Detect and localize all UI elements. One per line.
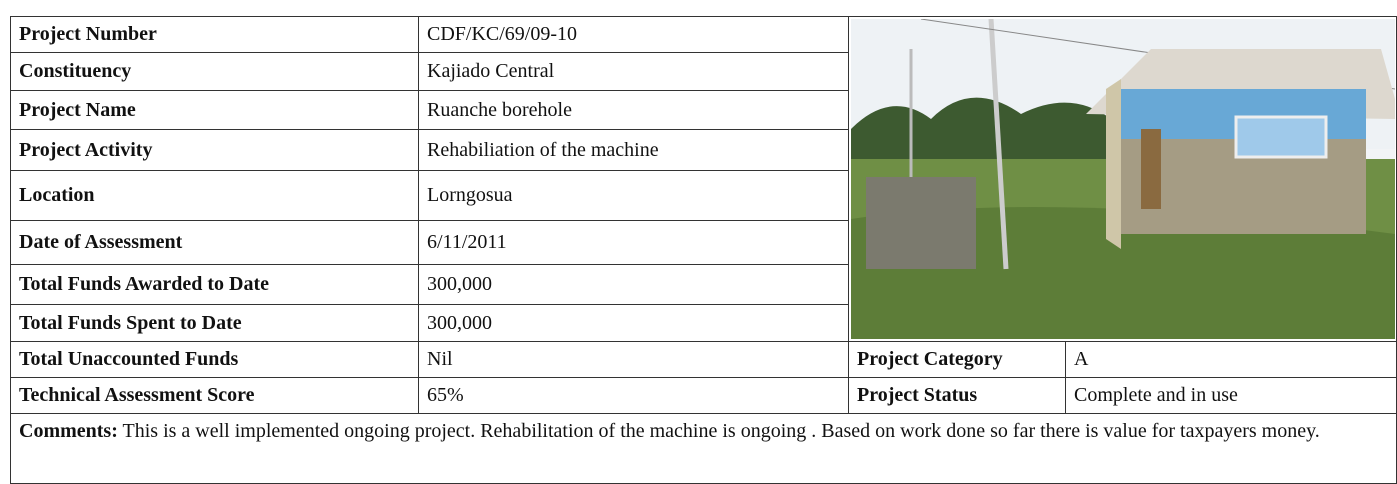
comments-text: This is a well implemented ongoing proje… — [117, 420, 1320, 442]
table-row: Project Name Ruanche borehole — [10, 90, 1397, 130]
photo-cell — [848, 16, 1397, 342]
table-row: Total Funds Spent to Date 300,000 — [10, 304, 1397, 342]
value-cell: Lorngosua — [418, 170, 849, 221]
value-cell: Rehabiliation of the machine — [418, 129, 849, 171]
value-cell: Nil — [418, 341, 849, 378]
site-photo — [851, 19, 1395, 339]
label-cell: Total Unaccounted Funds — [10, 341, 419, 378]
value-cell: Ruanche borehole — [418, 90, 849, 130]
value-cell: 6/11/2011 — [418, 220, 849, 265]
label-cell: Constituency — [10, 52, 419, 91]
label-cell: Project Number — [10, 16, 419, 53]
value-cell: Complete and in use — [1065, 377, 1397, 414]
value-cell: CDF/KC/69/09-10 — [418, 16, 849, 53]
label-cell: Location — [10, 170, 419, 221]
comments-label: Comments: — [19, 420, 118, 442]
label-cell: Date of Assessment — [10, 220, 419, 265]
assessment-table: Project Number CDF/KC/69/09-10 Constituen… — [10, 16, 1397, 484]
value-cell: A — [1065, 341, 1397, 378]
label-cell: Project Status — [848, 377, 1066, 414]
table-row: Total Unaccounted Funds Nil Project Catego… — [10, 341, 1397, 378]
value-cell: 65% — [418, 377, 849, 414]
comments-row: Comments: This is a well implemented ong… — [10, 413, 1397, 484]
label-cell: Project Activity — [10, 129, 419, 171]
value-cell: 300,000 — [418, 304, 849, 342]
label-cell: Technical Assessment Score — [10, 377, 419, 414]
value-cell: Kajiado Central — [418, 52, 849, 91]
table-row: Total Funds Awarded to Date 300,000 — [10, 264, 1397, 305]
label-cell: Total Funds Awarded to Date — [10, 264, 419, 305]
table-row: Constituency Kajiado Central — [10, 52, 1397, 91]
table-row: Technical Assessment Score 65% Project Sta… — [10, 377, 1397, 414]
table-row: Project Number CDF/KC/69/09-10 — [10, 16, 1397, 342]
label-cell: Project Category — [848, 341, 1066, 378]
value-cell: 300,000 — [418, 264, 849, 305]
label-cell: Total Funds Spent to Date — [10, 304, 419, 342]
table-row: Location Lorngosua — [10, 170, 1397, 221]
comments-cell: Comments: This is a well implemented ong… — [10, 413, 1397, 484]
label-cell: Project Name — [10, 90, 419, 130]
